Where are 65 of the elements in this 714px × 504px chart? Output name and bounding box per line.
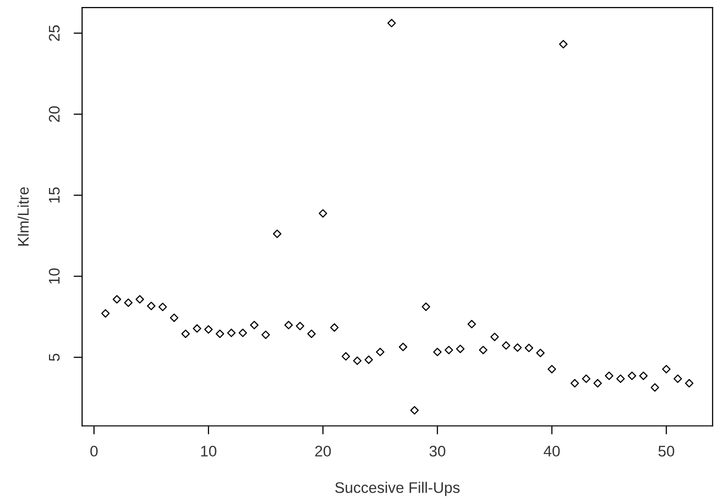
point [536,348,545,358]
x-axis-title: Succesive Fill-Ups [335,482,460,496]
point [272,230,282,238]
point [398,342,408,352]
point [307,330,316,338]
y-tick-label: 25 [48,25,60,41]
point [387,18,396,28]
x-tick-label: 30 [429,446,446,457]
point [410,406,419,415]
point [616,374,625,383]
point [513,343,522,352]
x-tick-label: 40 [544,446,560,457]
point [650,383,660,392]
point [112,295,122,304]
point [593,379,602,388]
y-tick-label: 10 [48,268,60,284]
point [559,40,568,48]
point [238,328,248,338]
point [639,372,648,380]
point [456,344,465,354]
point [124,298,133,307]
x-tick-label: 20 [315,446,331,457]
point [502,341,510,350]
point [170,314,178,322]
point [468,320,476,328]
point [318,209,328,218]
point [181,330,190,338]
point [674,374,682,383]
point [261,330,270,340]
point [684,379,694,388]
point [582,374,590,383]
point [342,352,350,361]
point [524,344,534,352]
point [364,356,373,364]
point [296,322,304,330]
point [158,302,167,312]
point [227,328,236,338]
point [250,320,258,330]
point [216,330,224,338]
y-tick-label: 5 [48,354,60,361]
point [136,295,144,304]
y-tick-label: 15 [48,187,60,203]
point [433,348,442,356]
point [662,364,671,374]
point [376,348,384,356]
point [604,372,614,380]
y-axis-title: Klm/Litre [18,187,29,246]
point [284,320,293,330]
point [330,323,339,332]
point [101,309,110,318]
point [192,324,202,333]
point [490,332,499,342]
point [548,364,556,374]
x-tick-label: 50 [658,446,674,457]
point [147,302,156,310]
point [478,346,488,354]
x-tick-label: 0 [90,446,98,457]
point [628,372,636,380]
point [444,346,454,354]
point [204,325,213,334]
x-tick-label: 10 [201,446,216,457]
point [570,379,579,388]
point [353,356,362,365]
y-tick-label: 20 [48,106,60,122]
point [422,302,430,311]
